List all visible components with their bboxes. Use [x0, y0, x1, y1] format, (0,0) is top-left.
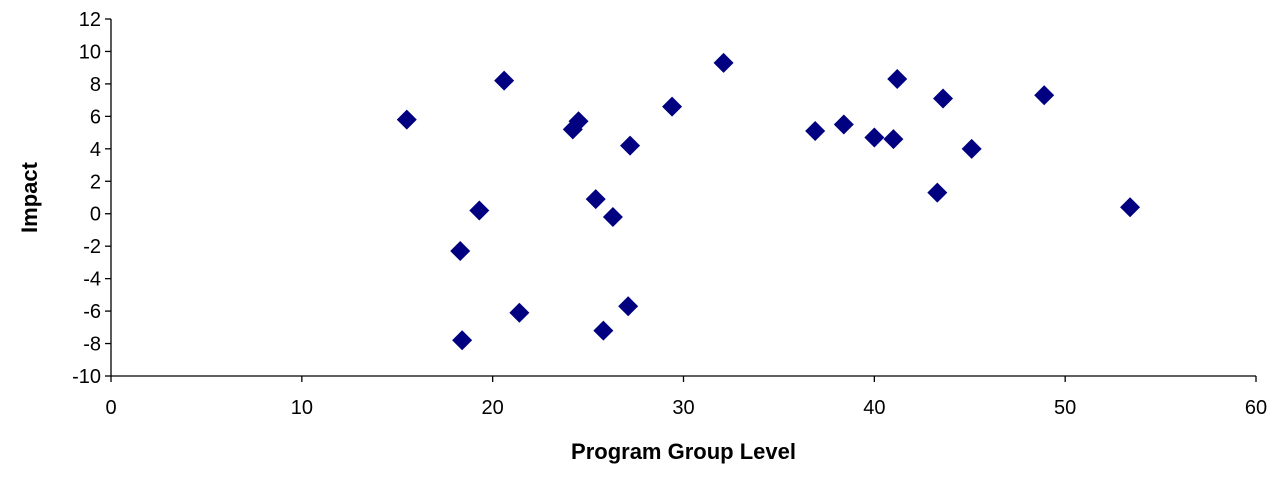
y-tick-label: 6: [90, 106, 101, 128]
data-point: [805, 120, 826, 141]
data-point: [662, 96, 683, 117]
y-tick-label: 2: [90, 171, 101, 193]
data-point: [933, 88, 954, 109]
data-point: [562, 119, 583, 140]
data-point: [1120, 197, 1141, 218]
data-point: [833, 114, 854, 135]
data-point: [961, 138, 982, 159]
data-point: [568, 111, 589, 132]
y-tick-label: 12: [79, 9, 101, 31]
data-point: [713, 52, 734, 73]
axes: [110, 19, 1256, 377]
x-tick-label: 0: [105, 397, 116, 419]
data-point: [1034, 85, 1055, 106]
x-tick-label: 50: [1054, 397, 1076, 419]
data-point: [618, 296, 639, 317]
data-point: [864, 127, 885, 148]
data-point: [883, 129, 904, 150]
x-tick-label: 40: [863, 397, 885, 419]
data-point: [509, 302, 530, 323]
data-points: [396, 52, 1141, 351]
data-point: [450, 241, 471, 262]
y-tick-label: 10: [79, 41, 101, 63]
data-point: [887, 69, 908, 90]
x-tick-label: 60: [1245, 397, 1267, 419]
x-tick-label: 30: [672, 397, 694, 419]
y-tick-label: 4: [90, 139, 101, 161]
y-tick-label: 0: [90, 204, 101, 226]
data-point: [452, 330, 473, 351]
data-point: [602, 206, 623, 227]
data-point: [927, 182, 948, 203]
data-point: [593, 320, 614, 341]
x-tick-label: 20: [482, 397, 504, 419]
y-axis-title: Impact: [17, 161, 42, 233]
x-tick-label: 10: [291, 397, 313, 419]
x-ticks: 0 10 20 30 40 50 60: [105, 376, 1267, 419]
data-point: [620, 135, 641, 156]
x-axis-title: Program Group Level: [571, 439, 796, 464]
data-point: [469, 200, 490, 221]
y-ticks: -10 -8 -6 -4 -2 0 2 4 6 8 10 12: [72, 9, 111, 388]
y-tick-label: 8: [90, 74, 101, 96]
y-tick-label: -8: [83, 334, 101, 356]
y-tick-label: -6: [83, 301, 101, 323]
y-tick-label: -10: [72, 366, 101, 388]
data-point: [396, 109, 417, 130]
data-point: [494, 70, 515, 91]
y-tick-label: -2: [83, 236, 101, 258]
data-point: [585, 189, 606, 210]
y-tick-label: -4: [83, 269, 101, 291]
